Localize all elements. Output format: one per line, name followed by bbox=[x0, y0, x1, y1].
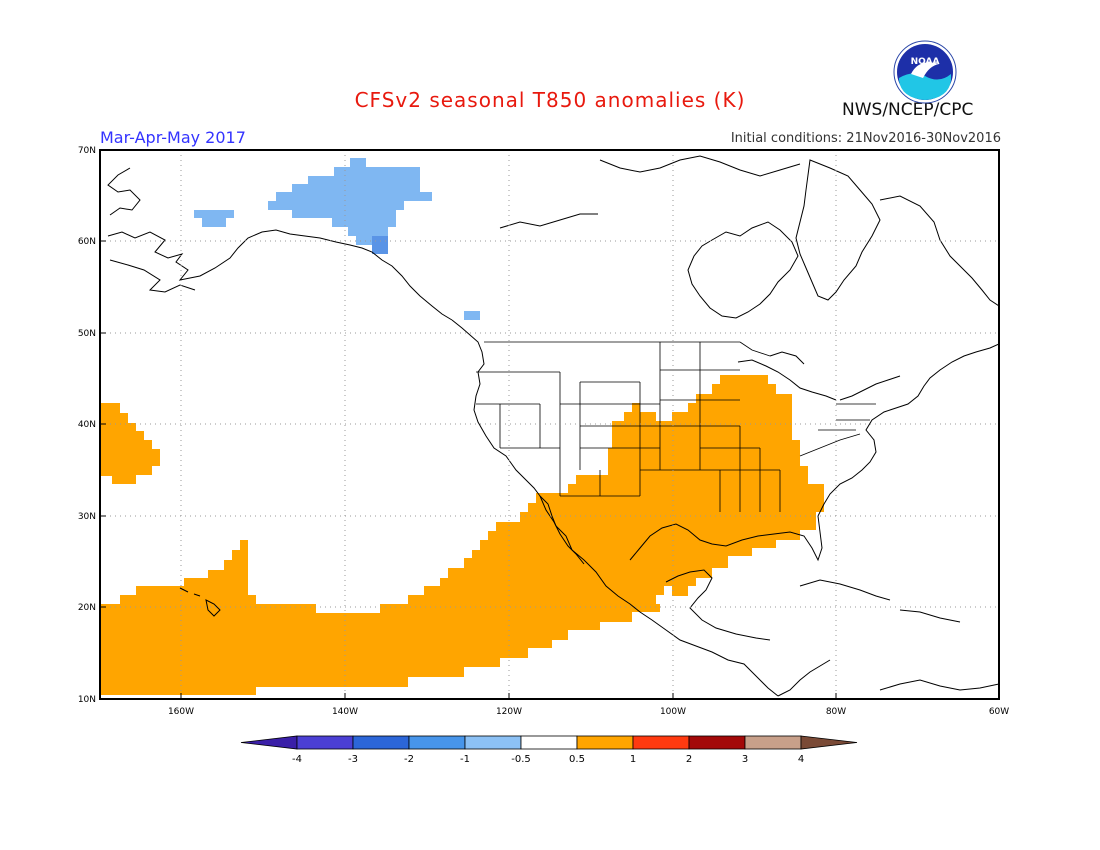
lat-label-50n: 50N bbox=[78, 329, 96, 339]
lon-label-80w: 80W bbox=[826, 707, 846, 717]
lat-label-20n: 20N bbox=[78, 603, 96, 613]
colorbar-swatch bbox=[576, 735, 634, 750]
colorbar-swatch bbox=[688, 735, 746, 750]
coastlines bbox=[107, 155, 999, 697]
colorbar-swatch bbox=[800, 735, 858, 750]
colorbar-label: 4 bbox=[798, 754, 804, 765]
lat-label-40n: 40N bbox=[78, 420, 96, 430]
map-title: CFSv2 seasonal T850 anomalies (K) bbox=[354, 88, 746, 112]
colorbar-swatch bbox=[240, 735, 298, 750]
colorbar-swatch bbox=[464, 735, 522, 750]
colorbar-swatch bbox=[296, 735, 354, 750]
colorbar-label: 3 bbox=[742, 754, 748, 765]
lat-label-70n: 70N bbox=[78, 146, 96, 156]
lat-label-10n: 10N bbox=[78, 695, 96, 705]
logo-text: NOAA bbox=[911, 57, 940, 67]
lon-label-60w: 60W bbox=[989, 707, 1009, 717]
colorbar-swatch bbox=[744, 735, 802, 750]
colorbar-label: -3 bbox=[348, 754, 358, 765]
noaa-logo: NOAA bbox=[893, 40, 957, 104]
initial-conditions-label: Initial conditions: 21Nov2016-30Nov2016 bbox=[730, 131, 1001, 146]
colorbar-label: 1 bbox=[630, 754, 636, 765]
colorbar-label: -0.5 bbox=[511, 754, 531, 765]
warm-anomaly-regions bbox=[100, 375, 824, 695]
colorbar-label: 2 bbox=[686, 754, 692, 765]
colorbar-swatch bbox=[352, 735, 410, 750]
political-borders bbox=[476, 341, 876, 512]
colorbar-swatch bbox=[408, 735, 466, 750]
agency-label: NWS/NCEP/CPC bbox=[842, 100, 974, 120]
lon-label-140w: 140W bbox=[332, 707, 358, 717]
lat-label-60n: 60N bbox=[78, 237, 96, 247]
season-label: Mar-Apr-May 2017 bbox=[100, 128, 246, 147]
colorbar-label: -4 bbox=[292, 754, 302, 765]
tick-marks bbox=[100, 149, 1000, 700]
colorbar-label: 0.5 bbox=[569, 754, 585, 765]
lon-label-120w: 120W bbox=[496, 707, 522, 717]
cool-anomaly-regions bbox=[194, 158, 480, 320]
colorbar-swatch bbox=[520, 735, 578, 750]
colorbar-label: -2 bbox=[404, 754, 414, 765]
colorbar-label: -1 bbox=[460, 754, 470, 765]
lon-label-160w: 160W bbox=[168, 707, 194, 717]
lat-label-30n: 30N bbox=[78, 512, 96, 522]
colorbar-swatch bbox=[632, 735, 690, 750]
lon-label-100w: 100W bbox=[660, 707, 686, 717]
